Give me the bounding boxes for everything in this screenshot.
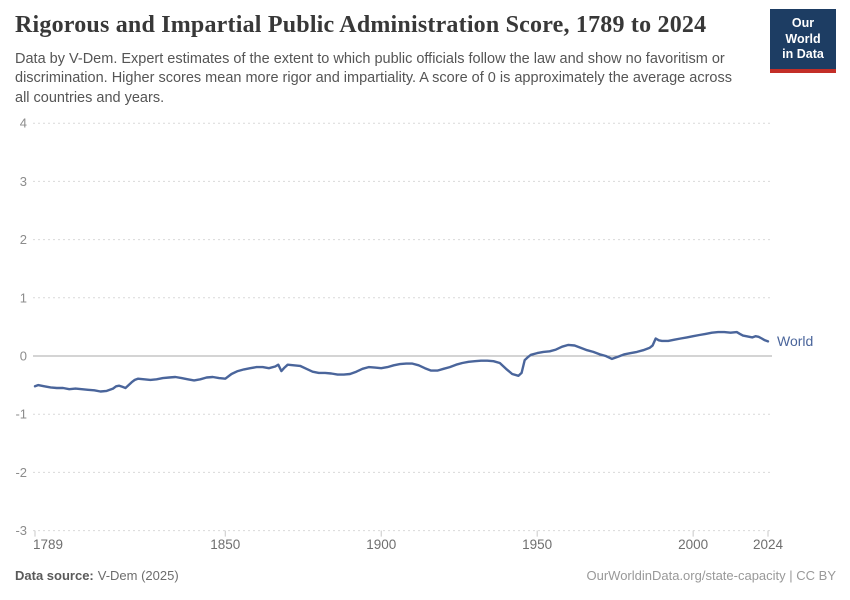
x-axis-tick-label: 2024 bbox=[753, 537, 784, 552]
y-axis-tick-label: -3 bbox=[15, 523, 27, 538]
x-axis-tick-label: 1900 bbox=[366, 537, 396, 552]
y-axis-tick-label: 0 bbox=[20, 349, 27, 364]
y-axis-tick-label: 3 bbox=[20, 174, 27, 189]
world-series-line bbox=[33, 330, 770, 393]
x-axis-tick-label: 1789 bbox=[33, 537, 63, 552]
data-source-value: V-Dem (2025) bbox=[97, 568, 179, 583]
owid-logo-line1: Our World bbox=[785, 16, 821, 46]
y-axis-tick-label: -2 bbox=[15, 465, 27, 480]
y-axis-tick-label: -1 bbox=[15, 407, 27, 422]
data-source-note: Data source: V-Dem (2025) bbox=[15, 568, 179, 583]
data-source-label: Data source: bbox=[15, 568, 94, 583]
series-label-world: World bbox=[777, 333, 814, 349]
page-title: Rigorous and Impartial Public Administra… bbox=[15, 12, 707, 38]
y-axis-tick-label: 2 bbox=[20, 232, 27, 247]
owid-logo-line2: in Data bbox=[782, 47, 824, 62]
credit-link[interactable]: OurWorldinData.org/state-capacity | CC B… bbox=[586, 568, 836, 583]
y-axis-tick-label: 4 bbox=[20, 116, 27, 131]
chart-subtitle: Data by V-Dem. Expert estimates of the e… bbox=[15, 51, 732, 106]
x-axis-tick-label: 1950 bbox=[522, 537, 552, 552]
y-axis-tick-label: 1 bbox=[20, 290, 27, 305]
x-axis-tick-label: 1850 bbox=[210, 537, 240, 552]
x-axis-tick-label: 2000 bbox=[678, 537, 708, 552]
owid-logo: Our World in Data bbox=[770, 9, 836, 73]
